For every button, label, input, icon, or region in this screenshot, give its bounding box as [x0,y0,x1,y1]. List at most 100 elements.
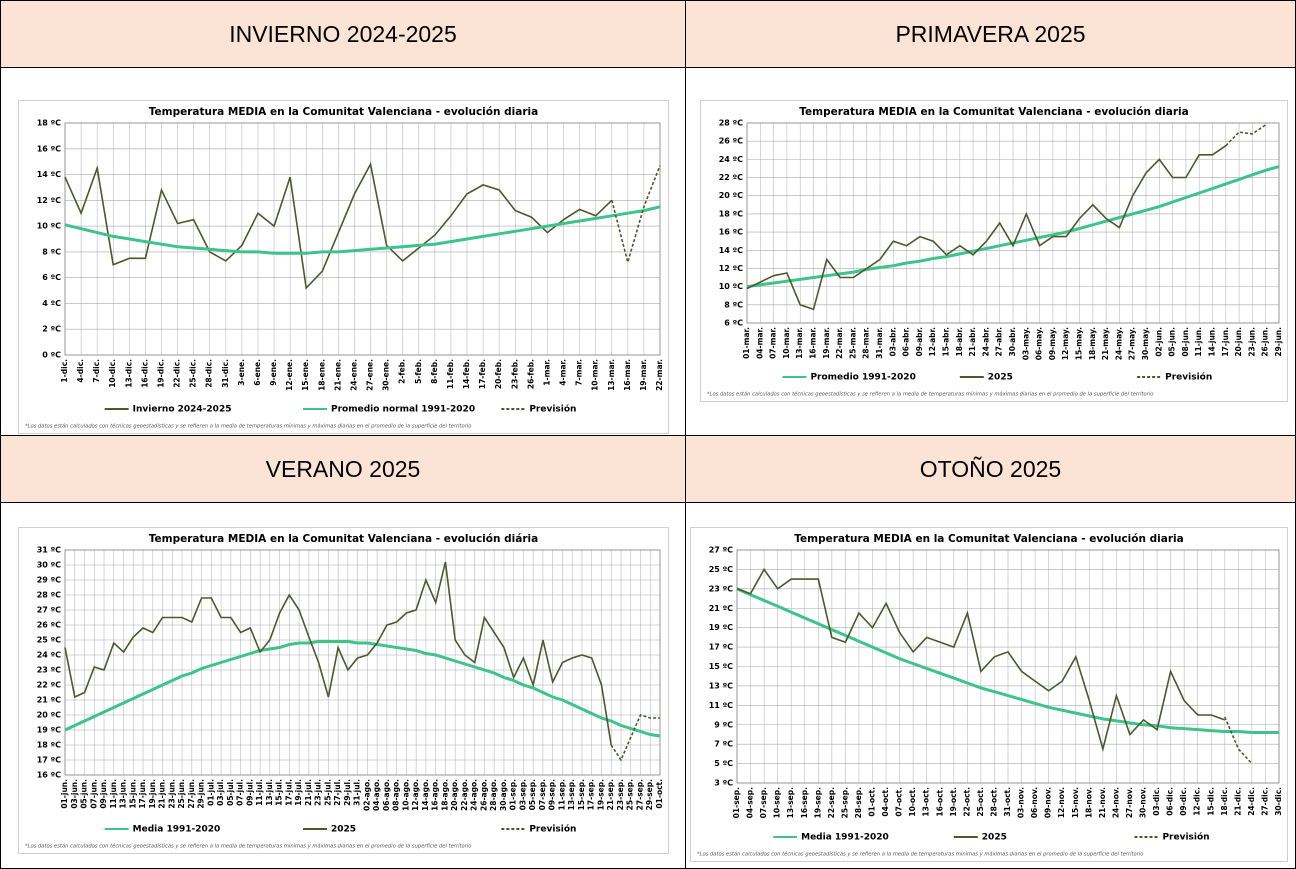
x-tick-label: 23-feb. [510,359,519,389]
x-tick-label: 28-sep. [854,787,863,818]
x-tick-label: 11-jun. [109,779,118,809]
x-tick-label: 20-feb. [494,359,503,389]
x-tick-label: 30-abr. [1008,327,1017,357]
x-tick-label: 21-abr. [968,327,977,357]
x-tick-label: 07-sep. [759,787,768,818]
x-tick-label: 13-dic. [124,359,133,388]
x-tick-label: 16-sep. [800,787,809,818]
x-tick-label: 19-dic. [156,359,165,388]
chart-title: Temperatura MEDIA en la Comunitat Valenc… [149,533,538,545]
x-tick-label: 18-ene. [317,359,326,391]
x-tick-label: 25-oct. [976,787,985,817]
y-tick-label: 8 ºC [724,300,743,309]
x-tick-label: 4-dic. [76,359,85,383]
x-tick-label: 31-jul. [353,779,362,806]
x-tick-label: 09-nov. [1044,787,1053,818]
x-tick-label: 13-sep. [567,779,576,810]
y-tick-label: 10 ºC [719,282,743,291]
x-tick-label: 23-jun. [1247,327,1256,357]
x-tick-label: 05-jun. [80,779,89,809]
x-tick-label: 07-sep. [538,779,547,810]
x-tick-label: 08-ago. [392,779,401,811]
y-tick-label: 9 ºC [714,720,733,729]
x-tick-label: 10-ago. [401,779,410,811]
y-tick-label: 29 ºC [37,576,61,585]
x-tick-label: 18-ago. [440,779,449,811]
x-tick-label: 01-oct. [868,787,877,817]
x-tick-label: 15-dic. [1206,787,1215,816]
x-tick-label: 15-jul. [275,779,284,806]
x-tick-label: 2-feb. [398,359,407,384]
series-line [746,145,1227,311]
y-tick-label: 18 ºC [719,209,743,218]
x-tick-label: 17-jun. [1221,327,1230,357]
x-tick-label: 02-jun. [1154,327,1163,357]
x-tick-label: 03-dic. [1152,787,1161,816]
x-tick-label: 31-oct. [1003,787,1012,817]
plot-frame [64,122,661,356]
x-tick-label: 09-jun. [99,779,108,809]
x-tick-label: 21-dic. [1233,787,1242,816]
y-tick-label: 16 ºC [37,144,61,153]
x-tick-label: 27-may. [1128,327,1137,360]
y-tick-label: 14 ºC [37,170,61,179]
y-tick-label: 14 ºC [719,246,743,255]
x-tick-label: 9-ene. [269,359,278,386]
x-tick-label: 4-mar. [559,359,568,386]
y-tick-label: 8 ºC [42,247,61,256]
x-tick-label: 17-jul. [284,779,293,806]
x-tick-label: 12-dic. [1193,787,1202,816]
x-tick-label: 01-sep. [509,779,518,810]
chart-title: Temperatura MEDIA en la Comunitat Valenc… [794,533,1183,545]
y-tick-label: 19 ºC [37,726,61,735]
x-tick-label: 25-jul. [323,779,332,806]
x-tick-label: 01-jun. [60,779,69,809]
x-tick-label: 20-ago. [450,779,459,811]
x-tick-label: 22-mar. [655,359,664,391]
x-tick-label: 29-jun. [1274,327,1283,357]
x-tick-label: 15-may. [1075,327,1084,360]
season-header: PRIMAVERA 2025 [686,1,1295,67]
y-tick-label: 22 ºC [719,173,743,182]
x-tick-label: 15-abr. [942,327,951,357]
series-line [736,567,1226,753]
y-tick-label: 10 ºC [37,222,61,231]
y-tick-label: 2 ºC [42,325,61,334]
x-tick-label: 13-oct. [922,787,931,817]
x-tick-label: 04-mar. [755,327,764,359]
y-tick-label: 28 ºC [719,119,743,128]
x-tick-label: 28-ago. [489,779,498,811]
table-border [1,435,1295,436]
x-tick-label: 8-feb. [430,359,439,384]
x-tick-label: 21-jun. [158,779,167,809]
season-header: OTOÑO 2025 [686,436,1295,502]
legend-label: Promedio normal 1991-2020 [331,405,475,415]
y-tick-label: 13 ºC [709,681,733,690]
plot-frame [736,549,1280,784]
y-tick-label: 16 ºC [719,228,743,237]
x-tick-label: 13-mar. [607,359,616,391]
x-tick-label: 03-nov. [1017,787,1026,818]
y-tick-label: 24 ºC [37,651,61,660]
y-tick-label: 5 ºC [714,759,733,768]
x-tick-label: 14-jun. [1208,327,1217,357]
x-tick-label: 25-sep. [840,787,849,818]
x-tick-label: 24-may. [1114,327,1123,360]
x-tick-label: 19-jun. [148,779,157,809]
x-tick-label: 13-jul. [265,779,274,806]
x-tick-label: 16-dic. [140,359,149,388]
x-tick-label: 02-ago. [362,779,371,811]
x-tick-label: 18-dic. [1220,787,1229,816]
x-tick-label: 01-oct. [655,779,664,809]
x-tick-label: 17-feb. [478,359,487,389]
x-tick-label: 30-dic. [1274,787,1283,816]
x-tick-label: 05-jun. [1168,327,1177,357]
y-tick-label: 0 ºC [42,351,61,360]
y-tick-label: 23 ºC [37,666,61,675]
y-tick-label: 28 ºC [37,591,61,600]
x-tick-label: 07-jul. [236,779,245,806]
x-tick-label: 1-mar. [542,359,551,386]
series-line [611,165,661,266]
x-tick-label: 22-oct. [962,787,971,817]
x-tick-label: 09-abr. [915,327,924,357]
